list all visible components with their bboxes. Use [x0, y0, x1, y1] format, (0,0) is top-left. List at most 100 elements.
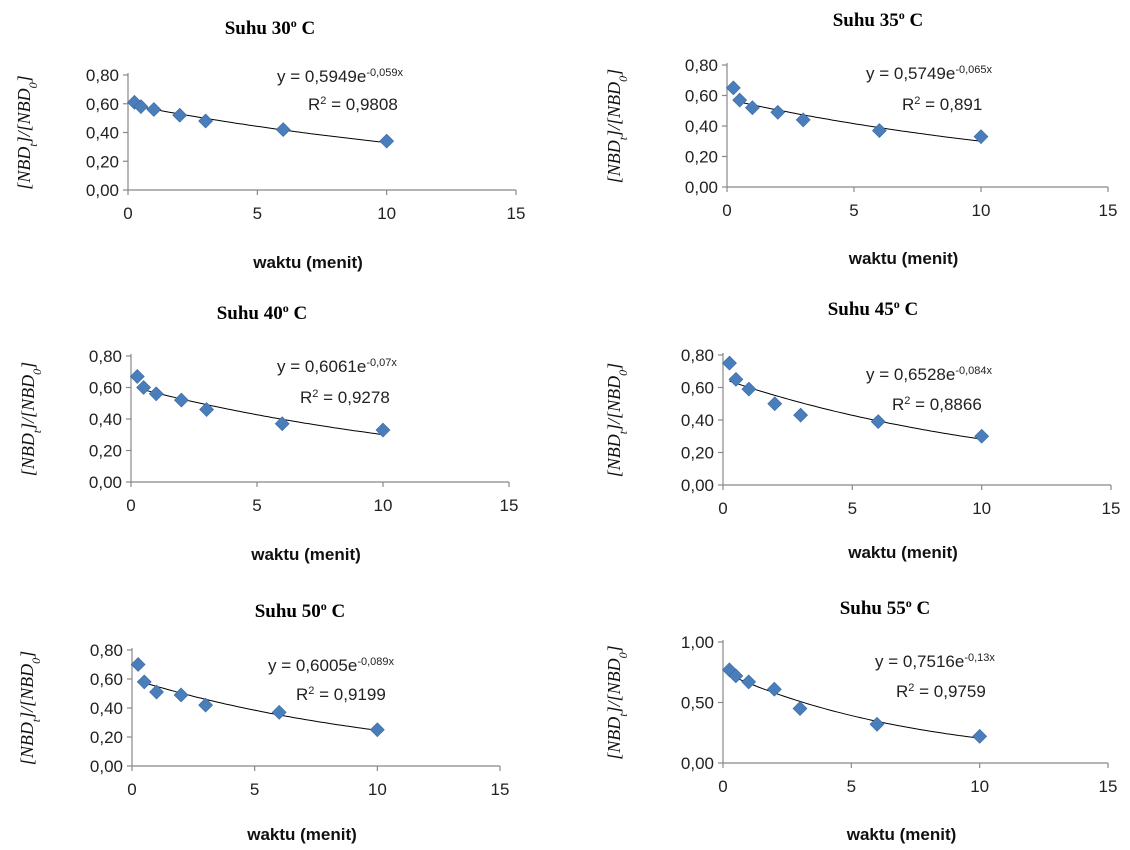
trend-equation-main: y = 0,6005e: [268, 656, 357, 675]
y-label-part: ]/[NBD: [17, 664, 37, 720]
chart-title-unit: C: [289, 303, 307, 324]
y-label-part: ]: [18, 362, 38, 370]
data-point: [870, 414, 886, 430]
r-squared: R2 = 0,9278: [300, 388, 390, 407]
data-point: [770, 104, 786, 120]
data-point: [972, 728, 988, 744]
y-tick-label: 0,60: [86, 95, 119, 114]
r-squared-value: = 0,9199: [314, 685, 385, 704]
chart-title-degree: o: [291, 16, 297, 30]
data-point: [973, 129, 989, 145]
y-label-part: [NBD: [18, 433, 38, 476]
chart-title: Suhu 40o C: [217, 301, 308, 324]
chart-title-unit: C: [905, 10, 923, 31]
r-squared-sup: 2: [908, 682, 914, 694]
trend-equation-exponent: -0,059x: [366, 67, 403, 79]
y-label-part: ]: [604, 645, 624, 653]
x-tick-label: 15: [1099, 201, 1118, 220]
chart-title-degree: o: [321, 599, 327, 613]
data-point: [149, 684, 164, 700]
chart-panel: Suhu 40o C 0,00 0,20 0,40 0,60 0,80 0 5 10 15 wakt…: [18, 301, 518, 564]
y-tick-label: 0,20: [681, 444, 714, 463]
data-point: [871, 123, 887, 138]
data-point: [271, 704, 287, 720]
x-tick-label: 10: [970, 777, 989, 796]
y-label-subscript: t: [616, 713, 630, 717]
r-squared: R2 = 0,9199: [296, 685, 386, 704]
trend-equation-main: y = 0,7516e: [875, 652, 964, 671]
data-point: [199, 402, 215, 417]
y-tick-label: 0,80: [681, 346, 714, 365]
y-axis-label: [NBDt]/[NBD0]: [18, 362, 44, 476]
y-label-subscript: t: [616, 430, 630, 434]
data-point: [379, 133, 395, 149]
y-tick-label: 0,60: [681, 379, 714, 398]
y-label-subscript: 0: [26, 82, 40, 88]
x-tick-label: 15: [1102, 499, 1121, 518]
y-tick-label: 1,00: [681, 633, 714, 652]
x-tick-label: 0: [722, 201, 731, 220]
x-tick-label: 10: [377, 204, 396, 223]
y-label-part: ]: [604, 69, 624, 77]
data-point: [767, 396, 783, 412]
y-label-part: ]/[NBD: [18, 375, 38, 431]
y-tick-label: 0,80: [89, 347, 122, 366]
x-tick-label: 15: [491, 780, 510, 799]
r-squared-label: R: [308, 95, 320, 114]
data-point: [725, 80, 741, 96]
trend-equation-exponent: -0,084x: [955, 365, 992, 377]
chart-panel: Suhu 30o C 0,00 0,20 0,40 0,60 0,80 0 5 10 15 wakt…: [14, 16, 525, 272]
chart-title: Suhu 30o C: [225, 16, 316, 39]
y-tick-label: 0,40: [685, 117, 718, 136]
r-squared-label: R: [296, 685, 308, 704]
trend-equation-exponent: -0,065x: [955, 64, 992, 76]
x-axis-label: waktu (menit): [848, 249, 959, 268]
trend-equation: y = 0,5749e-0,065x: [866, 64, 993, 83]
x-axis-label: waktu (menit): [246, 825, 357, 844]
chart-title: Suhu 55o C: [840, 596, 931, 619]
chart-title-unit: C: [900, 299, 918, 320]
data-point: [792, 701, 808, 716]
chart-title-unit: C: [912, 598, 930, 619]
data-point: [869, 716, 885, 732]
r-squared: R2 = 0,9808: [308, 95, 398, 114]
x-axis-label: waktu (menit): [847, 543, 958, 562]
r-squared: R2 = 0,891: [902, 95, 982, 114]
data-point: [795, 112, 811, 128]
y-label-subscript: 0: [616, 652, 630, 658]
y-tick-label: 0,00: [681, 476, 714, 495]
chart-title-unit: C: [297, 18, 315, 39]
y-tick-label: 0,60: [90, 670, 123, 689]
y-label-part: [NBD: [604, 717, 624, 760]
chart-title-text: Suhu 40: [217, 303, 283, 324]
y-label-subscript: 0: [616, 370, 630, 376]
data-point: [369, 722, 385, 738]
y-label-part: ]/[NBD: [604, 376, 624, 432]
y-axis-label: [NBDt]/[NBD0]: [14, 75, 40, 189]
y-tick-label: 0,20: [86, 152, 119, 171]
y-tick-label: 0,00: [685, 178, 718, 197]
y-tick-label: 0,40: [681, 411, 714, 430]
chart-title-degree: o: [906, 596, 912, 610]
r-squared-label: R: [300, 388, 312, 407]
trend-equation: y = 0,6005e-0,089x: [268, 656, 395, 675]
chart-title-text: Suhu 30: [225, 18, 291, 39]
y-label-subscript: 0: [616, 76, 630, 82]
x-tick-label: 5: [250, 780, 259, 799]
y-tick-label: 0,60: [685, 87, 718, 106]
r-squared-sup: 2: [914, 95, 920, 107]
x-tick-label: 0: [718, 777, 727, 796]
r-squared-sup: 2: [904, 395, 910, 407]
y-tick-label: 0,20: [685, 148, 718, 167]
chart-panel: Suhu 45o C 0,00 0,20 0,40 0,60 0,80 0 5 10 15 wakt…: [604, 297, 1120, 562]
data-point: [172, 107, 188, 123]
trend-equation: y = 0,6061e-0,07x: [277, 357, 397, 376]
r-squared: R2 = 0,8866: [892, 395, 982, 414]
trend-equation-main: y = 0,6528e: [866, 365, 955, 384]
x-axis-label: waktu (menit): [252, 253, 363, 272]
data-point: [173, 392, 189, 408]
y-label-part: [NBD: [604, 140, 624, 183]
r-squared-sup: 2: [308, 685, 314, 697]
y-label-subscript: t: [616, 136, 630, 140]
y-label-part: ]/[NBD: [14, 88, 34, 144]
